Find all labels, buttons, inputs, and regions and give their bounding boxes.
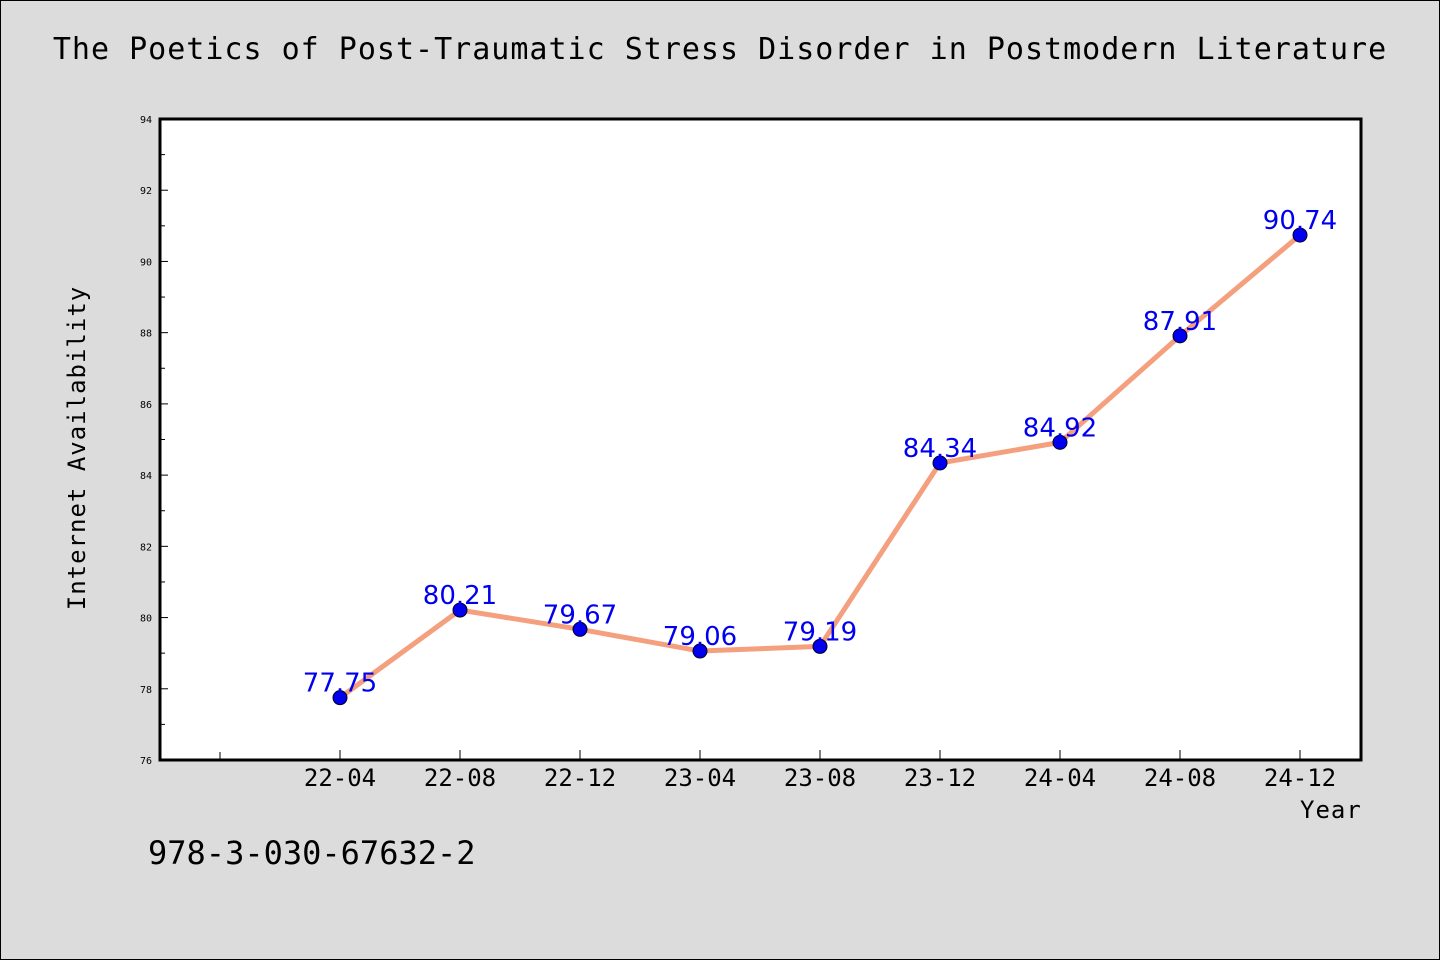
data-label: 87.91 xyxy=(1143,307,1217,337)
data-point xyxy=(1052,434,1068,450)
data-point xyxy=(812,638,828,654)
x-tick-label: 23-04 xyxy=(664,764,736,792)
y-tick-label: 86 xyxy=(140,400,152,411)
data-point xyxy=(932,455,948,471)
data-label: 79.19 xyxy=(783,617,857,647)
y-tick-label: 82 xyxy=(140,542,152,553)
data-point xyxy=(1172,328,1188,344)
y-tick-label: 84 xyxy=(140,471,152,482)
data-label: 80.21 xyxy=(423,581,497,611)
data-label: 79.67 xyxy=(543,600,617,630)
chart-title: The Poetics of Post-Traumatic Stress Dis… xyxy=(52,32,1388,67)
data-point xyxy=(692,643,708,659)
data-point xyxy=(572,621,588,637)
data-point xyxy=(1292,227,1308,243)
data-label: 84.34 xyxy=(903,434,977,464)
y-axis-ticks: 76 78 80 82 84 86 88 90 92 94 xyxy=(140,115,168,767)
x-tick-label: 22-08 xyxy=(424,764,496,792)
markers-group xyxy=(332,227,1308,706)
y-tick-label: 76 xyxy=(140,756,152,767)
y-tick-label: 78 xyxy=(140,685,152,696)
x-tick-label: 24-12 xyxy=(1264,764,1336,792)
data-label: 84.92 xyxy=(1023,413,1097,443)
x-tick-label: 23-12 xyxy=(904,764,976,792)
x-tick-label: 24-08 xyxy=(1144,764,1216,792)
data-point xyxy=(332,690,348,706)
isbn-text: 978-3-030-67632-2 xyxy=(148,834,476,872)
data-label: 90.74 xyxy=(1263,206,1337,236)
y-tick-label: 94 xyxy=(140,115,152,126)
data-labels-group: 77.75 80.21 79.67 79.06 79.19 84.34 84.92 87.91… xyxy=(303,206,1337,699)
data-label: 79.06 xyxy=(663,622,737,652)
y-tick-label: 92 xyxy=(140,186,152,197)
x-tick-label: 23-08 xyxy=(784,764,856,792)
y-tick-label: 90 xyxy=(140,257,152,268)
plot-area xyxy=(158,117,1363,762)
y-tick-label: 88 xyxy=(140,329,152,340)
x-tick-label: 22-12 xyxy=(544,764,616,792)
x-tick-label: 24-04 xyxy=(1024,764,1096,792)
data-point xyxy=(452,602,468,618)
x-tick-label: 22-04 xyxy=(304,764,376,792)
x-axis-label: Year xyxy=(1300,796,1362,824)
x-axis-ticks: 22-04 22-08 22-12 23-04 23-08 23-12 24-04 24-08… xyxy=(219,750,1336,792)
y-tick-label: 80 xyxy=(140,614,152,625)
data-label: 77.75 xyxy=(303,669,377,699)
